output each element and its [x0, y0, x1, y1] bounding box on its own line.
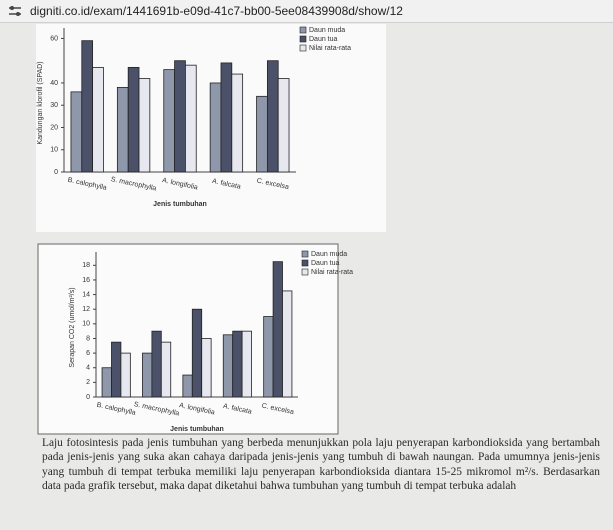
y-tick-label: 16	[82, 277, 90, 284]
bar	[222, 334, 234, 398]
y-tick-label: 14	[82, 291, 90, 298]
bar	[182, 374, 193, 398]
x-axis-label: Jenis tumbuhan	[153, 201, 207, 208]
bar	[92, 66, 104, 173]
bar	[151, 330, 162, 398]
site-icon	[9, 6, 21, 16]
address-bar: digniti.co.id/exam/1441691b-e09d-41c7-bb…	[0, 0, 613, 23]
bar	[81, 40, 94, 173]
y-tick-label: 0	[54, 169, 58, 176]
bar	[263, 316, 274, 398]
bar	[142, 352, 153, 398]
legend-swatch	[301, 259, 309, 267]
y-tick-label: 10	[82, 321, 90, 328]
bar	[101, 367, 112, 398]
y-tick-label: 4	[86, 365, 90, 372]
bar	[111, 341, 122, 398]
bar	[138, 78, 151, 173]
bar	[201, 338, 212, 398]
bar	[266, 60, 279, 173]
legend-swatch	[301, 250, 309, 258]
bar	[185, 64, 197, 173]
url[interactable]: digniti.co.id/exam/1441691b-e09d-41c7-bb…	[30, 4, 403, 18]
legend-swatch	[301, 268, 309, 276]
bar	[70, 91, 83, 173]
y-tick-label: 8	[86, 335, 90, 342]
legend-label: Nilai rata-rata	[311, 269, 353, 276]
y-tick-label: 40	[50, 80, 58, 87]
legend-swatch	[299, 26, 307, 34]
bar	[160, 341, 172, 398]
bar	[191, 308, 203, 398]
bar	[232, 330, 243, 398]
x-axis-label: Jenis tumbuhan	[170, 426, 224, 433]
legend-label: Daun muda	[311, 251, 347, 258]
y-tick-label: 60	[50, 35, 58, 42]
legend-swatch	[299, 35, 307, 43]
legend-swatch	[299, 44, 307, 52]
y-tick-label: 10	[50, 147, 58, 154]
bar	[116, 87, 129, 173]
paragraph: Laju fotosintesis pada jenis tumbuhan ya…	[42, 437, 600, 493]
y-tick-label: 6	[86, 350, 90, 357]
legend-label: Daun tua	[309, 36, 338, 43]
bar	[209, 82, 222, 173]
bar	[127, 66, 140, 173]
bar	[272, 261, 283, 398]
bar	[241, 330, 252, 398]
legend-label: Nilai rata-rata	[309, 45, 351, 52]
bar	[174, 60, 186, 173]
bar	[231, 73, 244, 173]
y-tick-label: 30	[50, 102, 58, 109]
legend-label: Daun tua	[311, 260, 340, 267]
bar	[220, 62, 233, 173]
y-axis-label: Serapan CO2 (umol/m²/s)	[69, 287, 76, 367]
bar	[277, 78, 290, 173]
bar	[256, 95, 268, 173]
y-tick-label: 20	[50, 124, 58, 131]
bar	[163, 69, 175, 173]
bar	[282, 290, 293, 398]
legend-label: Daun muda	[309, 27, 345, 34]
bar	[120, 352, 131, 398]
y-axis-label: Kandungan klorofil (SPAD)	[37, 61, 44, 144]
y-tick-label: 0	[86, 394, 90, 401]
y-tick-label: 18	[82, 262, 90, 269]
y-tick-label: 2	[86, 379, 90, 386]
y-tick-label: 12	[82, 306, 90, 313]
